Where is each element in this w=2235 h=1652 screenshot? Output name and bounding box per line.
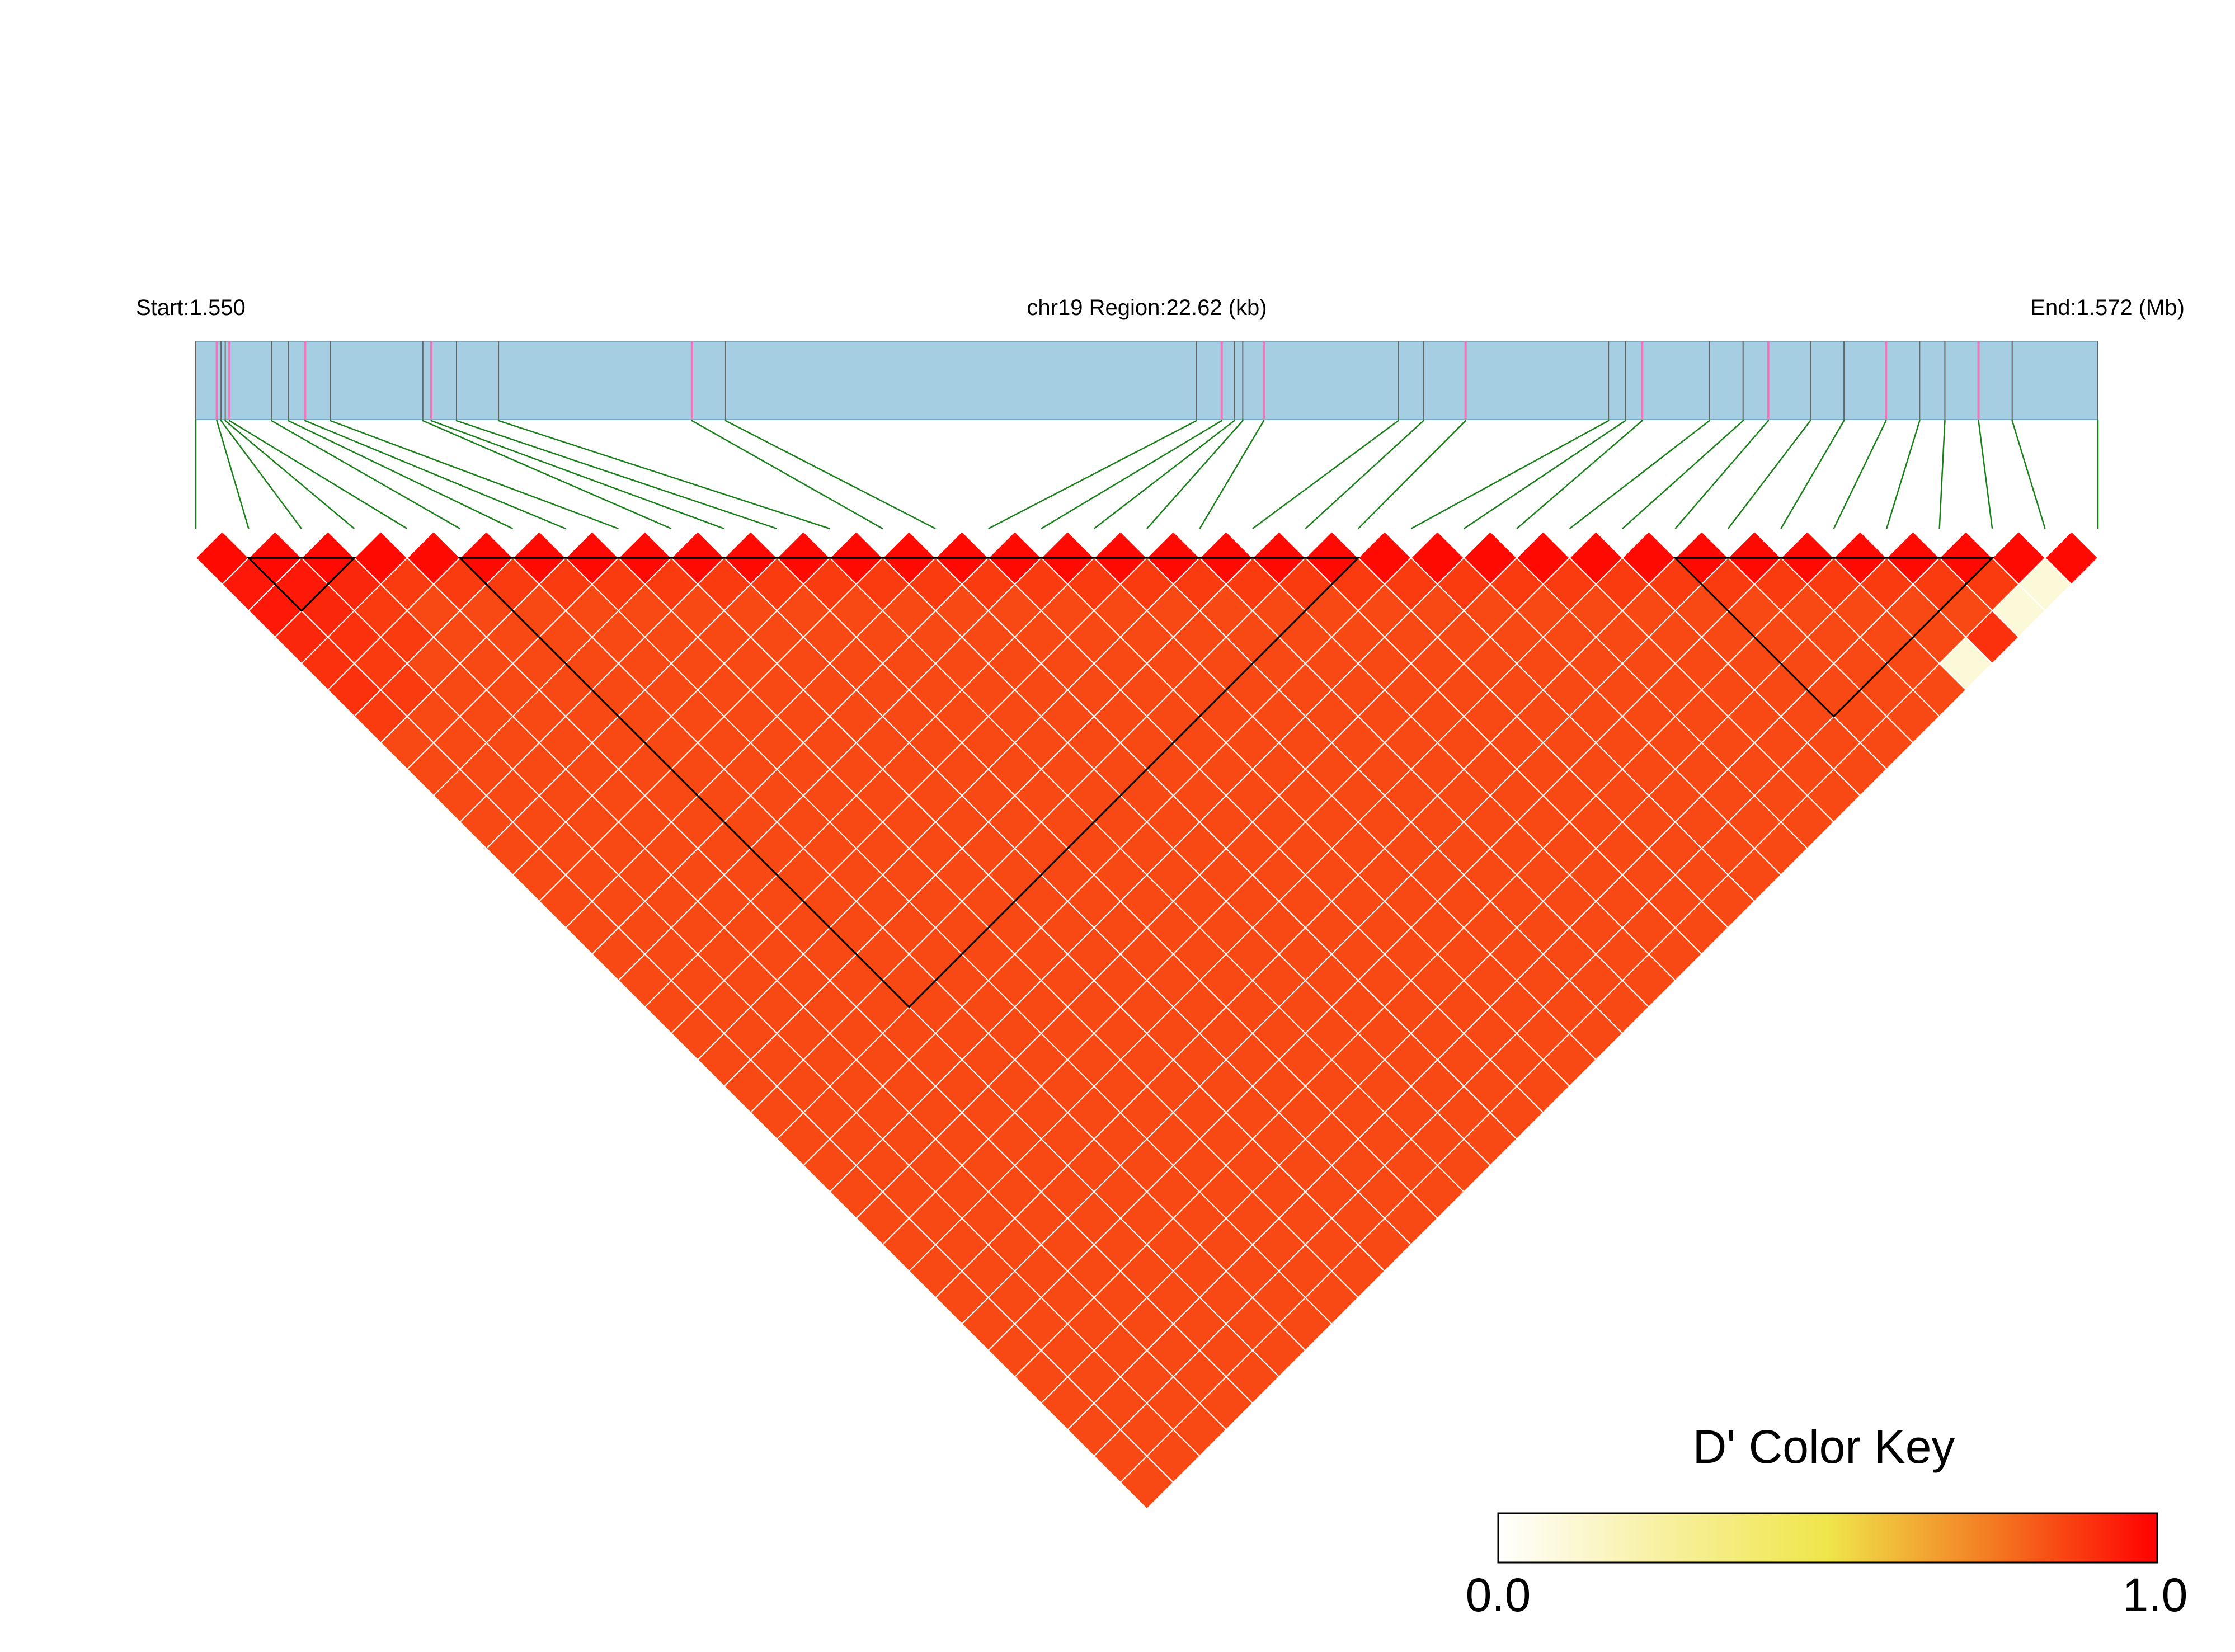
snp-connector	[988, 420, 1197, 530]
color-key-bar	[1497, 1512, 2158, 1564]
snp-connector	[288, 420, 514, 530]
snp-connector	[1357, 420, 1466, 529]
end-label: End:1.572 (Mb)	[2030, 295, 2185, 320]
snp-connector	[1569, 420, 1710, 529]
snp-connector	[1146, 420, 1244, 529]
snp-connector	[1252, 420, 1399, 530]
region-label: chr19 Region:22.62 (kb)	[1027, 295, 1267, 320]
snp-connector	[430, 420, 724, 530]
snp-connector	[724, 420, 936, 530]
start-label: Start:1.550	[136, 295, 246, 320]
snp-connector	[455, 420, 778, 530]
snp-connector	[1978, 420, 1993, 529]
snp-connector	[497, 420, 830, 530]
haplotype-block	[1673, 557, 1994, 718]
region-track-bar	[195, 341, 2098, 420]
snp-connector	[1093, 420, 1235, 529]
ld-cells	[195, 530, 2099, 1510]
snp-connector	[1410, 420, 1610, 530]
snp-connector	[224, 420, 355, 529]
haplotype-blocks	[246, 557, 1994, 1009]
snp-connector	[304, 420, 566, 530]
snp-connector	[691, 420, 883, 530]
snp-connector	[1305, 420, 1424, 529]
snp-connector	[1674, 420, 1770, 529]
snp-connector	[330, 420, 619, 530]
color-key-max-label: 1.0	[2123, 1569, 2188, 1621]
snp-connector	[2011, 420, 2046, 529]
snp-connector	[216, 420, 250, 529]
snp-connector	[1199, 420, 1265, 529]
snp-connector	[271, 420, 460, 530]
color-key-title: D' Color Key	[1693, 1420, 1955, 1473]
snp-connector	[1727, 420, 1811, 529]
snp-connector	[228, 420, 408, 530]
snp-connector	[422, 420, 672, 530]
haplotype-block	[458, 557, 1361, 1009]
snp-connector	[1622, 420, 1744, 529]
region-track	[195, 341, 2098, 420]
snp-connector	[1463, 420, 1626, 530]
snp-connector	[1938, 420, 1946, 529]
color-key-min-label: 0.0	[1466, 1569, 1531, 1621]
color-key: D' Color Key 0.0 1.0	[1466, 1420, 2188, 1621]
haplotype-block	[246, 557, 356, 612]
ld-cell	[1119, 1455, 1174, 1510]
snp-connector	[1780, 420, 1845, 529]
snp-connector	[1886, 420, 1921, 529]
snp-connector	[220, 420, 302, 529]
snp-connector	[1833, 420, 1887, 529]
snp-connectors	[195, 420, 2099, 530]
snp-connector	[1516, 420, 1643, 529]
snp-connector	[1041, 420, 1223, 530]
